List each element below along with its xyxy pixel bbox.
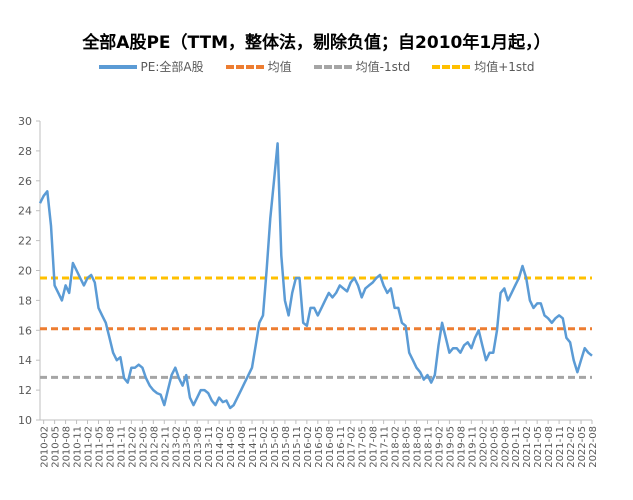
y-tick-label: 14 (18, 354, 32, 367)
x-tick-label: 2018-05 (402, 426, 413, 468)
legend-swatch (98, 64, 137, 69)
legend-swatch (225, 64, 264, 69)
x-tick-label: 2020-08 (500, 426, 511, 468)
legend-item-pe: PE:全部A股 (98, 58, 204, 75)
x-tick-label: 2017-05 (358, 426, 369, 468)
x-tick-label: 2018-11 (423, 426, 434, 468)
x-tick-label: 2022-02 (566, 426, 577, 468)
x-tick-label: 2015-02 (259, 426, 270, 468)
x-tick-label: 2013-02 (171, 426, 182, 468)
y-tick-label: 20 (18, 265, 32, 278)
x-tick-label: 2018-02 (391, 426, 402, 468)
x-tick-label: 2016-02 (303, 426, 314, 468)
x-tick-label: 2012-08 (149, 426, 160, 468)
x-tick-label: 2021-08 (544, 426, 555, 468)
x-tick-label: 2011-02 (84, 426, 95, 468)
series-line-pe (38, 142, 593, 410)
y-tick-label: 18 (18, 294, 32, 307)
x-tick-label: 2017-02 (347, 426, 358, 468)
x-tick-label: 2012-11 (160, 426, 171, 468)
y-tick-label: 28 (18, 145, 32, 158)
x-tick-label: 2017-11 (380, 426, 391, 468)
x-tick-label: 2019-05 (445, 426, 456, 468)
legend-item-plus-std: 均值+1std (432, 58, 534, 75)
legend-label: 均值-1std (355, 60, 411, 74)
legend-item-minus-std: 均值-1std (313, 58, 411, 75)
x-tick-label: 2014-11 (248, 426, 259, 468)
x-tick-label: 2020-05 (489, 426, 500, 468)
y-tick-label: 22 (18, 235, 32, 248)
x-tick-label: 2022-05 (577, 426, 588, 468)
y-tick-label: 30 (18, 115, 32, 128)
x-tick-label: 2011-08 (105, 426, 116, 468)
x-tick-label: 2014-08 (237, 426, 248, 468)
x-tick-label: 2010-02 (40, 426, 51, 468)
x-tick-label: 2014-05 (226, 426, 237, 468)
legend-item-mean: 均值 (225, 58, 292, 75)
x-tick-label: 2010-05 (51, 426, 62, 468)
chart-title: 全部A股PE（TTM，整体法，剔除负值；自2010年1月起，） (82, 33, 551, 53)
x-tick-label: 2020-11 (511, 426, 522, 468)
x-tick-label: 2011-11 (116, 426, 127, 468)
x-tick-label: 2015-05 (270, 426, 281, 468)
legend-label: 均值 (267, 60, 292, 74)
x-tick-label: 2017-08 (369, 426, 380, 468)
x-tick-label: 2012-02 (127, 426, 138, 468)
x-tick-label: 2022-08 (588, 426, 599, 468)
x-tick-label: 2020-02 (478, 426, 489, 468)
y-tick-label: 12 (18, 384, 32, 397)
x-tick-label: 2012-05 (138, 426, 149, 468)
x-tick-label: 2021-02 (522, 426, 533, 468)
x-tick-label: 2015-11 (292, 426, 303, 468)
y-tick-label: 16 (18, 324, 32, 337)
x-tick-label: 2015-08 (281, 426, 292, 468)
x-tick-label: 2019-11 (467, 426, 478, 468)
x-tick-label: 2019-08 (456, 426, 467, 468)
x-tick-label: 2011-05 (94, 426, 105, 468)
x-tick-label: 2016-05 (314, 426, 325, 468)
y-tick-label: 10 (18, 414, 32, 427)
x-tick-label: 2013-05 (182, 426, 193, 468)
x-tick-label: 2016-08 (325, 426, 336, 468)
x-tick-label: 2014-02 (215, 426, 226, 468)
legend-swatch (432, 64, 471, 69)
x-tick-label: 2018-08 (413, 426, 424, 468)
legend-label: PE:全部A股 (140, 60, 204, 74)
legend-swatch (313, 64, 352, 69)
y-tick-label: 24 (18, 205, 32, 218)
x-tick-label: 2010-08 (62, 426, 73, 468)
x-tick-label: 2010-11 (73, 426, 84, 468)
x-tick-label: 2013-11 (204, 426, 215, 468)
x-tick-label: 2013-08 (193, 426, 204, 468)
y-tick-label: 26 (18, 175, 32, 188)
legend-label: 均值+1std (474, 60, 535, 74)
legend: PE:全部A股 均值 均值-1std 均值+1std (0, 58, 633, 75)
x-tick-label: 2019-02 (434, 426, 445, 468)
x-tick-label: 2021-11 (555, 426, 566, 468)
x-tick-label: 2021-05 (533, 426, 544, 468)
x-tick-label: 2016-11 (336, 426, 347, 468)
